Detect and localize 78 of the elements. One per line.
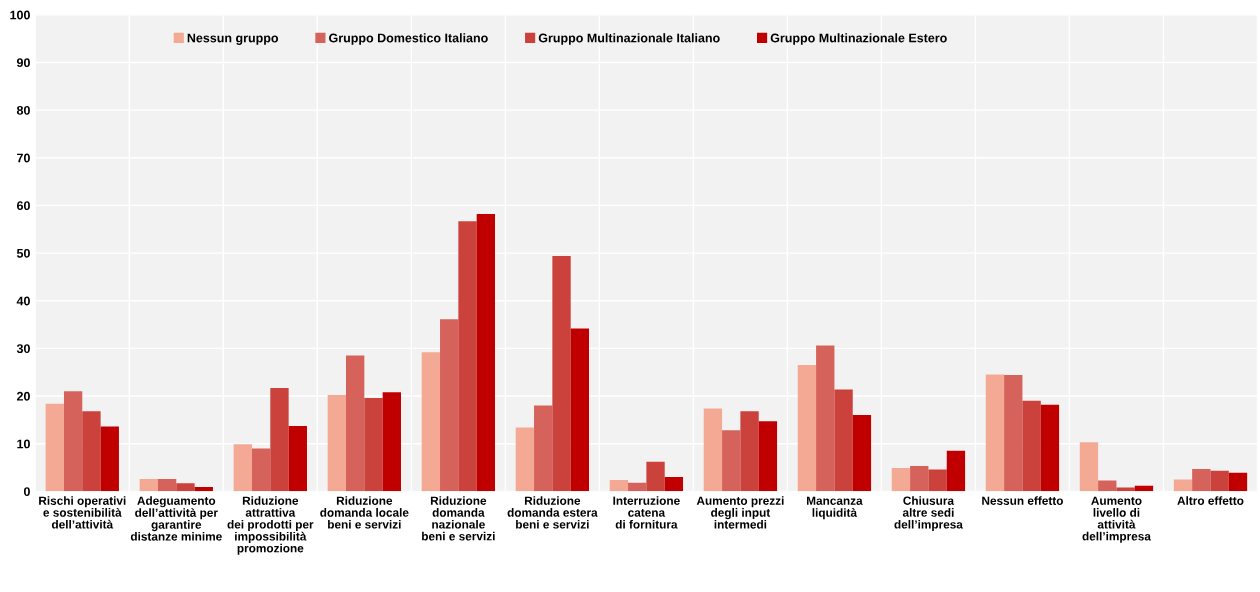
bar bbox=[1192, 468, 1211, 492]
bar bbox=[1040, 404, 1060, 492]
x-tick-label: Nessun effetto bbox=[982, 496, 1063, 505]
bar bbox=[157, 478, 177, 492]
bar bbox=[946, 450, 966, 492]
bar bbox=[740, 411, 759, 492]
x-tick-label: Riduzione domanda locale beni e servizi bbox=[320, 496, 409, 529]
bar bbox=[1098, 480, 1117, 492]
legend-label: Nessun gruppo bbox=[187, 33, 279, 45]
bar bbox=[1210, 470, 1229, 492]
bar bbox=[1004, 375, 1023, 492]
bar bbox=[1022, 400, 1041, 492]
bar bbox=[816, 345, 835, 492]
bar bbox=[364, 397, 383, 492]
x-tick-label: Aumento prezzi degli input intermedi bbox=[696, 496, 784, 529]
bar bbox=[233, 444, 252, 492]
y-tick-label: 90 bbox=[16, 58, 30, 68]
bar bbox=[1079, 442, 1099, 492]
x-tick-label: Chiusura altre sedi dell’impresa bbox=[894, 496, 963, 531]
bar bbox=[609, 479, 629, 492]
bar bbox=[176, 483, 195, 492]
bar bbox=[194, 487, 213, 492]
bar bbox=[346, 355, 365, 492]
bar bbox=[100, 426, 119, 492]
bar bbox=[327, 395, 346, 492]
legend-label: Gruppo Domestico Italiano bbox=[329, 33, 488, 45]
bar bbox=[251, 448, 271, 492]
bar bbox=[45, 403, 64, 492]
bar bbox=[1173, 479, 1193, 492]
bar bbox=[440, 319, 459, 492]
x-tick-label: Adeguamento dell’attività per garantire distanze minime bbox=[130, 496, 222, 541]
y-tick-label: 10 bbox=[17, 439, 30, 449]
x-tick-label: Riduzione domanda nazionale beni e servizi bbox=[422, 496, 495, 541]
bar bbox=[458, 221, 477, 492]
y-tick-label: 20 bbox=[16, 391, 30, 401]
bar bbox=[534, 405, 553, 492]
y-tick-label: 0 bbox=[23, 487, 30, 497]
bar bbox=[722, 430, 741, 492]
bar bbox=[891, 468, 911, 492]
bar bbox=[797, 365, 817, 492]
bar bbox=[270, 387, 289, 492]
bar bbox=[421, 352, 441, 492]
x-tick-label: Interruzione catena di fornitura bbox=[613, 496, 680, 529]
bar bbox=[834, 389, 853, 492]
x-tick-label: Rischi operativi e sostenibilità dell’attività bbox=[39, 496, 126, 529]
y-tick-label: 40 bbox=[16, 296, 30, 306]
bar bbox=[758, 421, 778, 492]
bar bbox=[985, 374, 1005, 492]
bar bbox=[515, 427, 535, 492]
bar bbox=[910, 466, 929, 492]
bar bbox=[646, 461, 665, 492]
bar bbox=[139, 478, 158, 492]
y-tick-label: 30 bbox=[16, 344, 30, 354]
x-tick-label: Riduzione domanda estera beni e servizi bbox=[507, 496, 598, 529]
x-tick-label: Altro effetto bbox=[1177, 496, 1244, 505]
bar bbox=[288, 426, 307, 492]
bar bbox=[852, 415, 872, 492]
y-tick-label: 80 bbox=[16, 105, 30, 115]
bar bbox=[82, 411, 101, 492]
x-tick-label: Aumento livello di attività dell’impresa bbox=[1082, 496, 1151, 543]
bar bbox=[552, 255, 571, 492]
bar bbox=[628, 482, 647, 492]
x-tick-label: Mancanza liquidità bbox=[806, 496, 863, 520]
legend-label: Gruppo Multinazionale Estero bbox=[770, 33, 947, 45]
bar bbox=[570, 328, 590, 492]
bar bbox=[1228, 472, 1248, 492]
x-tick-label: Riduzione attrattiva dei prodotti per impossibilità promozione bbox=[227, 496, 314, 555]
y-tick-label: 50 bbox=[16, 248, 30, 258]
legend-label: Gruppo Multinazionale Italiano bbox=[538, 33, 720, 45]
bar bbox=[476, 214, 496, 492]
bar bbox=[382, 392, 401, 492]
y-tick-label: 70 bbox=[17, 153, 30, 163]
bar bbox=[664, 477, 684, 492]
bar bbox=[928, 469, 947, 492]
y-tick-label: 60 bbox=[16, 201, 30, 211]
bar bbox=[703, 408, 723, 492]
bar bbox=[63, 391, 83, 492]
y-tick-label: 100 bbox=[10, 10, 30, 20]
